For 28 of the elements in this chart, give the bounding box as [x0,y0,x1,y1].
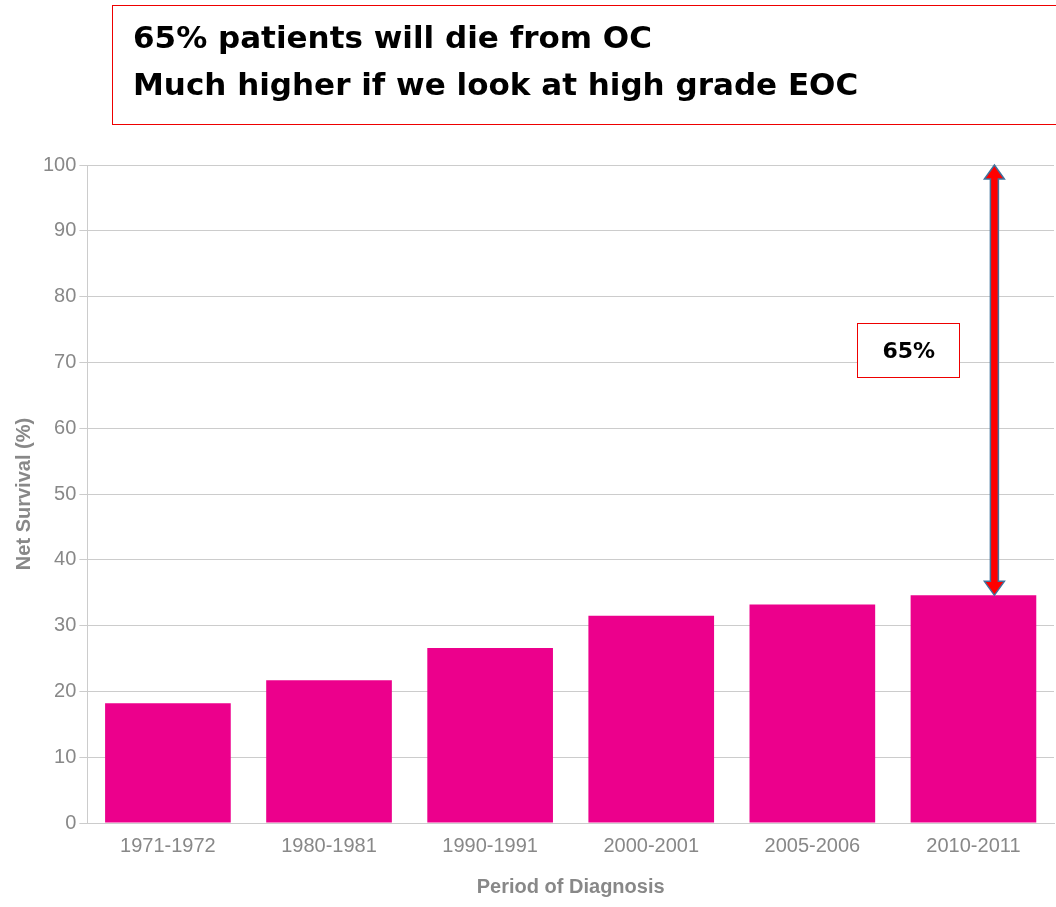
y-tick-label: 10 [54,744,77,767]
bar [105,703,231,823]
y-tick-label: 90 [54,218,77,241]
y-tick-label: 40 [54,547,77,570]
x-tick-label: 1980-1981 [281,833,377,856]
y-axis-title: Net Survival (%) [11,417,34,571]
y-tick-label: 60 [54,415,77,438]
bar [588,615,715,823]
bar [427,647,553,823]
x-tick-label: 2005-2006 [764,833,861,856]
y-tick-label: 30 [54,613,77,636]
y-tick-label: 70 [54,349,77,372]
bar [266,680,392,823]
x-tick-label: 2000-2001 [603,833,700,856]
x-tick-label: 1971-1972 [120,833,216,856]
bar [749,604,876,823]
y-tick-label: 20 [54,678,77,701]
y-tick-label: 50 [54,481,77,504]
bar [910,595,1037,823]
annotation: 65% [857,322,961,378]
x-tick-label: 2010-2011 [926,833,1021,856]
y-tick-label: 80 [54,284,77,307]
x-tick-label: 1990-1991 [442,833,538,856]
x-axis-title: Period of Diagnosis [476,874,665,897]
y-tick-label: 0 [65,810,77,833]
chart-subtitle: Much higher if we look at high grade EOC [133,65,860,104]
y-tick-label: 100 [42,152,77,175]
chart-title: 65% patients will die from OC [133,18,653,57]
